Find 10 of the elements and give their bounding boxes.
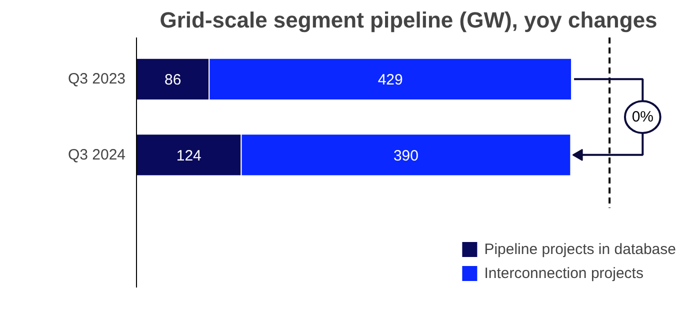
legend-label: Interconnection projects: [484, 264, 644, 282]
data-label: 390: [393, 147, 418, 164]
text: 0%: [632, 108, 654, 126]
data-label: 429: [378, 72, 403, 89]
y-tick-label: Q3 2023: [68, 70, 126, 88]
data-label: 124: [176, 147, 202, 164]
data-label: 86: [164, 72, 182, 89]
y-tick-label: Q3 2024: [68, 146, 126, 164]
legend-label: Pipeline projects in database: [484, 240, 676, 258]
chart-title: Grid-scale segment pipeline (GW), yoy changes: [160, 8, 658, 32]
